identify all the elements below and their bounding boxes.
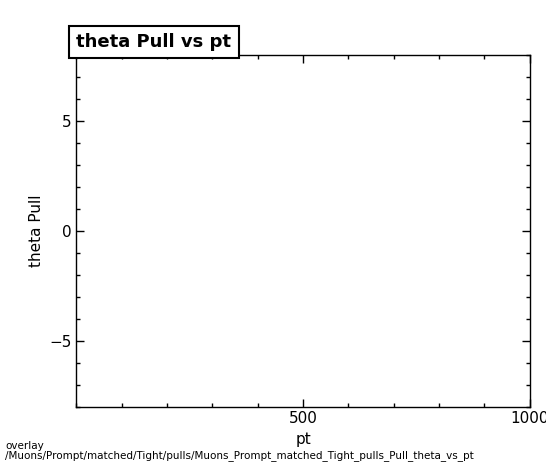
- Text: overlay: overlay: [5, 441, 44, 451]
- Text: /Muons/Prompt/matched/Tight/pulls/Muons_Prompt_matched_Tight_pulls_Pull_theta_vs: /Muons/Prompt/matched/Tight/pulls/Muons_…: [5, 450, 474, 462]
- Y-axis label: theta Pull: theta Pull: [28, 195, 44, 267]
- Text: theta Pull vs pt: theta Pull vs pt: [76, 33, 232, 51]
- X-axis label: pt: pt: [295, 432, 311, 447]
